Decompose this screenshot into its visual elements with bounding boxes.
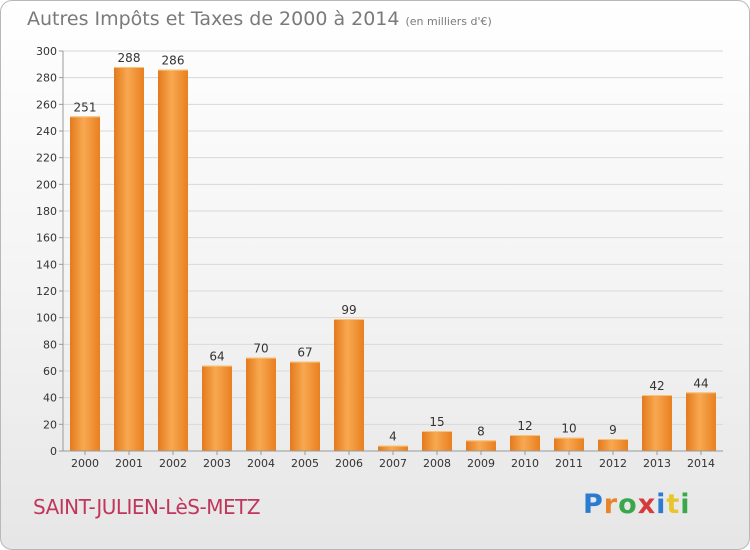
y-tick-label: 100 xyxy=(36,312,57,325)
x-tick-label: 2012 xyxy=(599,457,627,470)
bar xyxy=(334,319,364,451)
bar xyxy=(378,445,408,451)
bar xyxy=(290,361,320,451)
bar xyxy=(642,395,672,451)
bar xyxy=(114,67,144,451)
x-tick-label: 2014 xyxy=(687,457,715,470)
chart-subtitle: (en milliers d'€) xyxy=(405,15,492,28)
proxiti-logo: Proxiti xyxy=(583,489,691,520)
x-tick-label: 2010 xyxy=(511,457,539,470)
bar xyxy=(510,435,540,451)
bar xyxy=(202,365,232,451)
x-tick-label: 2009 xyxy=(467,457,495,470)
y-tick-label: 200 xyxy=(36,178,57,191)
data-label: 8 xyxy=(477,424,485,438)
y-tick-label: 60 xyxy=(43,365,57,378)
x-tick-label: 2001 xyxy=(115,457,143,470)
x-tick-label: 2013 xyxy=(643,457,671,470)
data-label: 44 xyxy=(693,376,708,390)
data-label: 70 xyxy=(253,342,268,356)
town-name: SAINT-JULIEN-LèS-METZ xyxy=(33,495,261,519)
data-label: 251 xyxy=(74,100,97,114)
x-tick-label: 2007 xyxy=(379,457,407,470)
data-label: 99 xyxy=(341,303,356,317)
y-tick-label: 80 xyxy=(43,338,57,351)
data-label: 4 xyxy=(389,430,397,444)
x-tick-label: 2008 xyxy=(423,457,451,470)
y-tick-label: 180 xyxy=(36,205,57,218)
y-tick-label: 160 xyxy=(36,232,57,245)
y-tick-label: 140 xyxy=(36,258,57,271)
bar xyxy=(598,439,628,451)
bar xyxy=(686,392,716,451)
data-label: 42 xyxy=(649,379,664,393)
y-tick-label: 300 xyxy=(36,45,57,58)
data-label: 67 xyxy=(297,346,312,360)
data-label: 64 xyxy=(209,350,224,364)
data-label: 288 xyxy=(118,51,141,65)
y-tick-label: 40 xyxy=(43,392,57,405)
x-tick-label: 2004 xyxy=(247,457,275,470)
y-tick-label: 260 xyxy=(36,98,57,111)
x-tick-label: 2011 xyxy=(555,457,583,470)
data-label: 9 xyxy=(609,423,617,437)
bar xyxy=(554,437,584,451)
bar xyxy=(422,431,452,451)
y-tick-label: 220 xyxy=(36,152,57,165)
data-label: 12 xyxy=(517,419,532,433)
data-label: 10 xyxy=(561,422,576,436)
bar xyxy=(158,69,188,452)
x-tick-label: 2000 xyxy=(71,457,99,470)
y-tick-label: 120 xyxy=(36,285,57,298)
data-label: 15 xyxy=(429,415,444,429)
x-tick-label: 2005 xyxy=(291,457,319,470)
y-tick-label: 20 xyxy=(43,418,57,431)
x-tick-label: 2002 xyxy=(159,457,187,470)
x-tick-label: 2003 xyxy=(203,457,231,470)
y-tick-label: 0 xyxy=(50,445,57,458)
data-label: 286 xyxy=(162,54,185,68)
bar xyxy=(70,116,100,451)
x-tick-label: 2006 xyxy=(335,457,363,470)
bar xyxy=(246,357,276,451)
chart-title-text: Autres Impôts et Taxes de 2000 à 2014 xyxy=(27,8,400,30)
bar xyxy=(466,440,496,451)
chart-title: Autres Impôts et Taxes de 2000 à 2014 (en… xyxy=(27,8,492,30)
y-tick-label: 240 xyxy=(36,125,57,138)
y-tick-label: 280 xyxy=(36,72,57,85)
